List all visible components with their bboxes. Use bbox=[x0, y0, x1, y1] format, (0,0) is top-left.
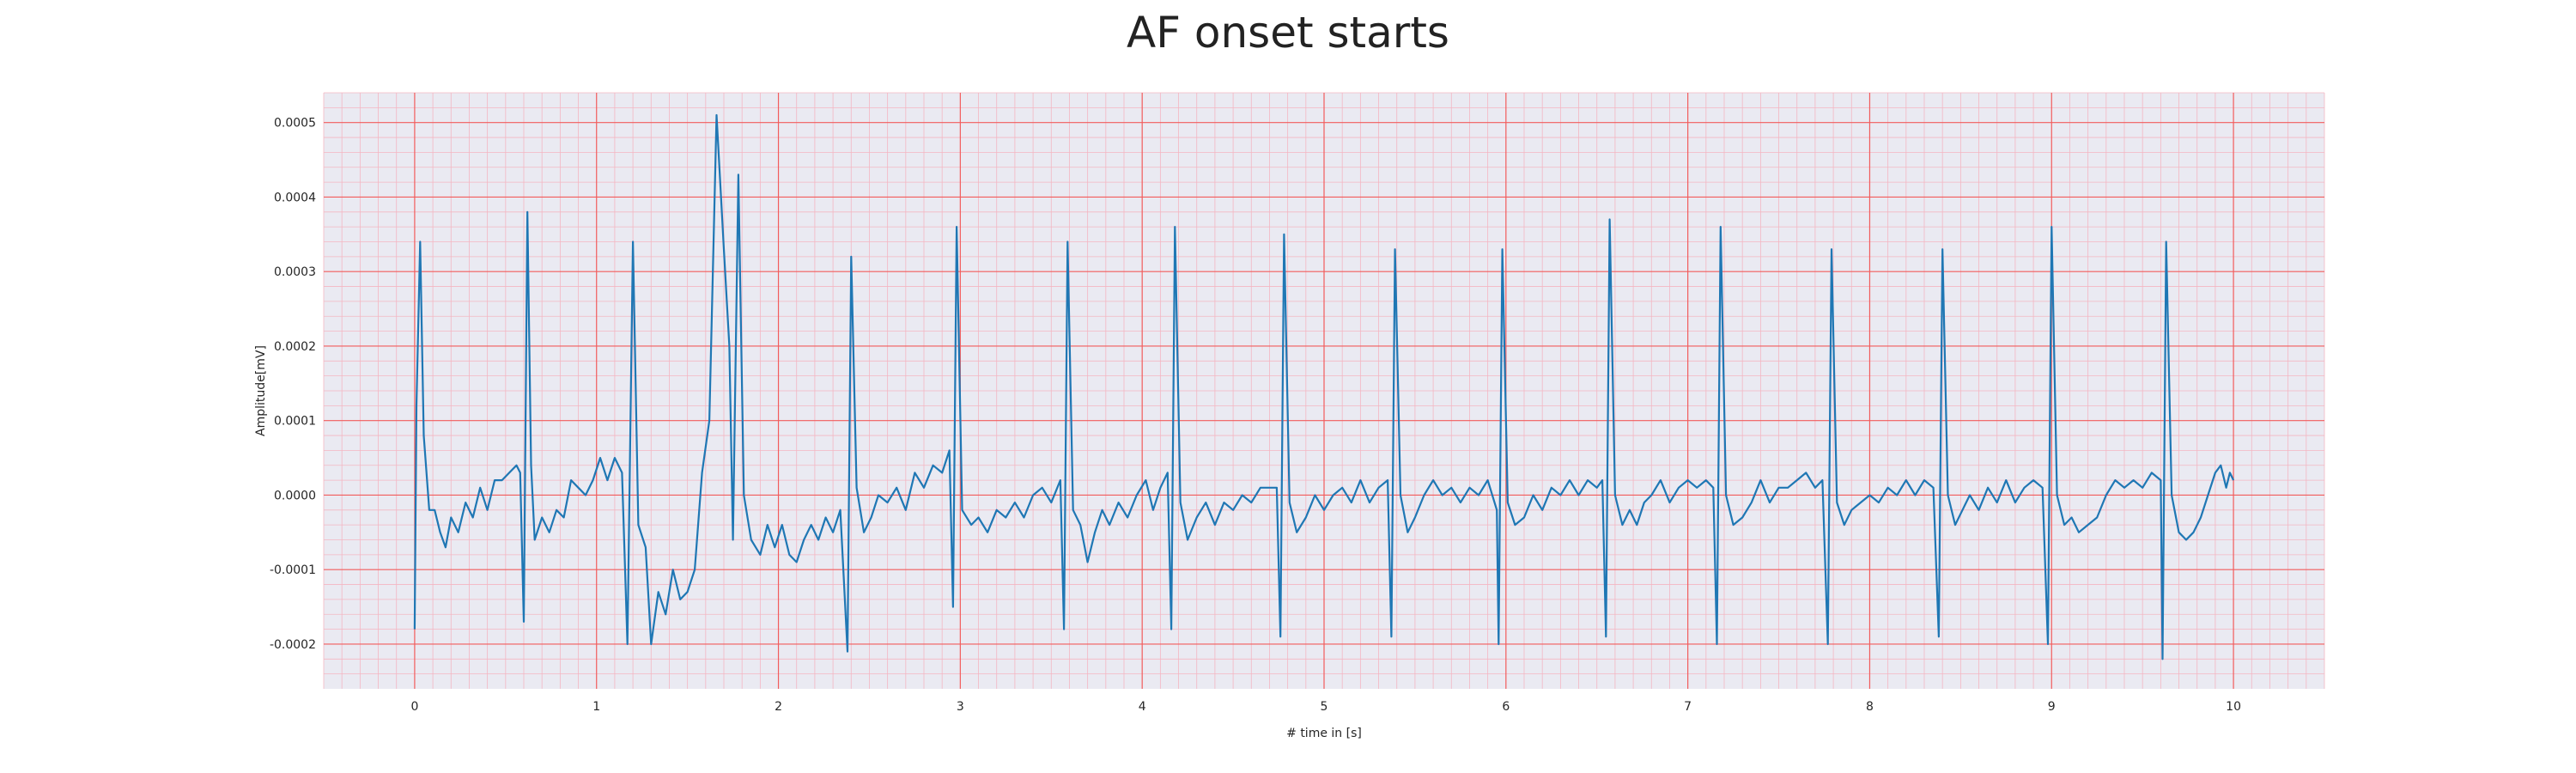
x-tick-label: 5 bbox=[1321, 700, 1328, 714]
x-tick-label: 9 bbox=[2048, 700, 2056, 714]
y-tick-label: 0.0000 bbox=[274, 489, 316, 502]
x-tick-label: 7 bbox=[1684, 700, 1692, 714]
chart-title: AF onset starts bbox=[1127, 8, 1449, 58]
x-tick-label: 8 bbox=[1866, 700, 1874, 714]
y-axis-label: Amplitude[mV] bbox=[254, 345, 268, 436]
signal-line bbox=[413, 113, 2235, 660]
y-tick-label: 0.0001 bbox=[274, 415, 316, 429]
y-tick-label: -0.0002 bbox=[270, 638, 316, 652]
y-axis-ticks: -0.0002 -0.0001 0.0000 0.0001 0.0002 0.0003 0.… bbox=[270, 117, 316, 652]
major-gridlines bbox=[324, 93, 2324, 689]
y-tick-label: 0.0005 bbox=[274, 117, 316, 131]
y-tick-label: 0.0003 bbox=[274, 265, 316, 279]
y-tick-label: -0.0001 bbox=[270, 563, 316, 577]
y-tick-label: 0.0004 bbox=[274, 191, 316, 204]
x-tick-label: 3 bbox=[957, 700, 964, 714]
x-tick-label: 10 bbox=[2226, 700, 2241, 714]
x-tick-label: 0 bbox=[410, 700, 418, 714]
x-tick-label: 6 bbox=[1502, 700, 1510, 714]
x-tick-label: 1 bbox=[592, 700, 600, 714]
x-axis-label: # time in [s] bbox=[1286, 727, 1362, 740]
y-tick-label: 0.0002 bbox=[274, 340, 316, 354]
x-axis-ticks: 0 1 2 3 4 5 6 7 8 9 10 bbox=[410, 700, 2241, 714]
x-tick-label: 4 bbox=[1139, 700, 1146, 714]
x-tick-label: 2 bbox=[775, 700, 782, 714]
